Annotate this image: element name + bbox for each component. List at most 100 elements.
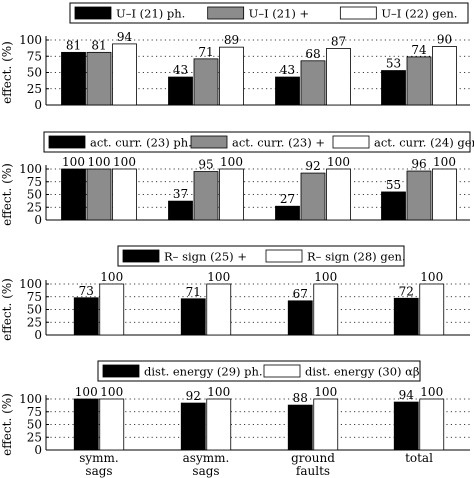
bar xyxy=(432,46,457,106)
bar xyxy=(287,300,313,336)
legend-swatch xyxy=(74,6,112,20)
bar-value-label: 55 xyxy=(386,178,401,192)
bar xyxy=(419,283,445,336)
legend-label: dist. energy (29) ph. xyxy=(144,365,263,379)
y-tick-label: 75 xyxy=(27,405,42,419)
bar xyxy=(381,70,406,106)
y-tick-label: 25 xyxy=(27,315,42,329)
legend: dist. energy (29) ph. dist. energy (30) α… xyxy=(97,360,421,382)
y-tick-label: 0 xyxy=(34,213,42,227)
bar xyxy=(432,168,457,221)
legend-label: U–I (22) gen. xyxy=(381,7,457,21)
bar-value-label: 100 xyxy=(420,385,443,399)
y-tick-label: 25 xyxy=(27,82,42,96)
legend: act. curr. (23) ph. act. curr. (23) + act.… xyxy=(43,131,474,153)
bar-value-label: 88 xyxy=(293,391,308,405)
legend-label: U–I (21) ph. xyxy=(116,7,185,21)
bar xyxy=(219,168,244,221)
y-tick-label: 100 xyxy=(19,33,42,47)
bar xyxy=(112,43,137,106)
bar xyxy=(406,56,432,106)
bar-value-label: 67 xyxy=(293,287,308,301)
bar-value-label: 96 xyxy=(411,157,426,171)
bar xyxy=(180,402,206,451)
legend-frame xyxy=(117,245,405,267)
bar xyxy=(313,283,339,336)
y-tick-label: 50 xyxy=(27,66,42,80)
y-tick-label: 25 xyxy=(27,200,42,214)
bar-value-label: 100 xyxy=(327,155,350,169)
bar xyxy=(206,398,232,451)
bar xyxy=(393,401,419,451)
legend-label: act. curr. (24) gen. xyxy=(374,136,474,150)
legend-swatch xyxy=(265,249,303,263)
legend: U–I (21) ph. U–I (21) + U–I (22) gen. xyxy=(69,2,469,24)
bar xyxy=(61,168,86,221)
bar-value-label: 87 xyxy=(331,34,346,48)
legend-swatch xyxy=(190,135,228,149)
bar-value-label: 100 xyxy=(88,155,111,169)
y-axis-label: effect. (%) xyxy=(0,163,14,226)
legend-swatch xyxy=(207,6,245,20)
bar xyxy=(313,398,339,451)
bar-value-label: 100 xyxy=(75,385,98,399)
bar-value-label: 100 xyxy=(420,270,443,284)
bar-value-label: 94 xyxy=(117,30,133,44)
bar-value-label: 100 xyxy=(314,270,337,284)
bar xyxy=(206,283,232,336)
category-label: sags xyxy=(85,464,112,478)
bar-value-label: 68 xyxy=(305,47,320,61)
y-tick-label: 75 xyxy=(27,290,42,304)
bar xyxy=(419,398,445,451)
y-axis-label: effect. (%) xyxy=(0,393,14,456)
y-tick-label: 75 xyxy=(27,49,42,63)
bar-value-label: 100 xyxy=(220,155,243,169)
bar-value-label: 95 xyxy=(198,158,213,172)
bar-value-label: 43 xyxy=(280,63,295,77)
y-tick-label: 0 xyxy=(34,328,42,342)
bar-value-label: 89 xyxy=(224,33,239,47)
category-label: asymm. xyxy=(183,451,230,465)
bar-value-label: 37 xyxy=(173,187,188,201)
bar-value-label: 43 xyxy=(173,63,188,77)
bar-value-label: 71 xyxy=(198,45,213,59)
legend-frame xyxy=(97,360,421,382)
legend-swatch xyxy=(122,249,160,263)
bar xyxy=(168,76,193,106)
y-tick-label: 25 xyxy=(27,430,42,444)
bar-value-label: 100 xyxy=(207,270,230,284)
bar xyxy=(112,168,137,221)
legend-swatch xyxy=(263,364,301,378)
y-axis-label: effect. (%) xyxy=(0,41,14,104)
bar xyxy=(326,168,351,221)
y-tick-label: 100 xyxy=(19,162,42,176)
y-tick-label: 0 xyxy=(34,98,42,112)
bar xyxy=(381,191,406,221)
bar-value-label: 92 xyxy=(305,159,320,173)
bar-value-label: 100 xyxy=(433,155,456,169)
bar xyxy=(326,48,351,106)
legend-swatch xyxy=(102,364,140,378)
bar-value-label: 81 xyxy=(66,38,81,52)
bar xyxy=(99,283,125,336)
category-label: sags xyxy=(192,464,219,478)
bar xyxy=(168,200,193,221)
bar xyxy=(86,168,112,221)
y-tick-label: 75 xyxy=(27,175,42,189)
bar xyxy=(86,51,112,106)
y-tick-label: 100 xyxy=(19,392,42,406)
bar xyxy=(73,297,99,336)
bar xyxy=(275,205,300,221)
bar xyxy=(193,171,219,221)
bar xyxy=(180,298,206,336)
category-label: symm. xyxy=(79,451,119,465)
legend-label: U–I (21) + xyxy=(249,7,310,21)
legend-swatch xyxy=(339,6,377,20)
y-tick-label: 100 xyxy=(19,277,42,291)
bar-value-label: 81 xyxy=(91,38,106,52)
category-label: faults xyxy=(296,464,330,478)
bar xyxy=(300,60,326,106)
bar xyxy=(275,76,300,106)
category-label: total xyxy=(405,451,433,465)
